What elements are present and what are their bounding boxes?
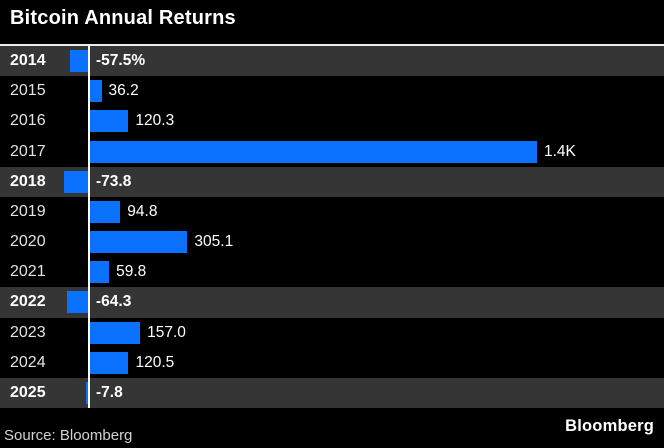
chart-row-2017: 2017 1.4K (0, 137, 664, 167)
chart-row-2016: 2016 120.3 (0, 106, 664, 136)
year-label: 2022 (10, 293, 46, 311)
chart-row-2015: 2015 36.2 (0, 76, 664, 106)
bloomberg-logo: Bloomberg (565, 417, 654, 435)
year-label: 2023 (10, 323, 46, 341)
year-label: 2015 (10, 82, 46, 100)
value-bar (90, 231, 188, 254)
value-label: 120.3 (135, 112, 175, 130)
value-label: -57.5% (96, 52, 146, 70)
value-bar (90, 140, 537, 163)
value-bar (90, 351, 129, 374)
chart-row-2023: 2023 157.0 (0, 318, 664, 348)
value-label: 1.4K (544, 142, 576, 160)
chart-row-2024: 2024 120.5 (0, 348, 664, 378)
value-bar (67, 291, 88, 314)
year-label: 2019 (10, 202, 46, 220)
chart-row-2021: 2021 59.8 (0, 257, 664, 287)
value-label: 59.8 (116, 263, 147, 281)
value-bar (64, 170, 88, 193)
chart-row-2019: 2019 94.8 (0, 197, 664, 227)
chart-header: Bitcoin Annual Returns (0, 0, 664, 44)
value-label: -7.8 (96, 383, 123, 401)
value-bar (85, 381, 88, 404)
value-bar (90, 261, 110, 284)
chart-footer: Source: Bloomberg Bloomberg (0, 408, 664, 448)
value-bar (90, 321, 141, 344)
chart-row-2025: 2025 -7.8 (0, 377, 664, 409)
bar-rows-area: 2014 -57.5% 2015 36.2 2016 120.3 2017 1.4K 2018 -… (0, 46, 664, 409)
value-label: 120.5 (135, 353, 175, 371)
chart-row-2022: 2022 -64.3 (0, 287, 664, 318)
value-label: -64.3 (96, 293, 132, 311)
value-label: 36.2 (108, 82, 139, 100)
source-attribution: Source: Bloomberg (4, 427, 133, 444)
value-bar (90, 110, 129, 133)
year-label: 2014 (10, 52, 46, 70)
year-label: 2018 (10, 172, 46, 190)
axis-baseline (88, 46, 90, 408)
title-separator (0, 44, 664, 46)
year-label: 2020 (10, 233, 46, 251)
year-label: 2025 (10, 383, 46, 401)
chart-row-2020: 2020 305.1 (0, 227, 664, 257)
value-label: 157.0 (147, 323, 186, 341)
value-bar (69, 50, 88, 73)
value-label: 94.8 (127, 202, 158, 220)
chart-row-2018: 2018 -73.8 (0, 166, 664, 197)
value-label: 305.1 (194, 233, 234, 251)
value-bar (90, 200, 121, 223)
year-label: 2017 (10, 142, 46, 160)
value-bar (90, 80, 102, 103)
chart-row-2014: 2014 -57.5% (0, 46, 664, 77)
chart-title: Bitcoin Annual Returns (10, 7, 236, 29)
value-label: -73.8 (96, 172, 132, 190)
year-label: 2024 (10, 353, 46, 371)
year-label: 2016 (10, 112, 46, 130)
year-label: 2021 (10, 263, 46, 281)
